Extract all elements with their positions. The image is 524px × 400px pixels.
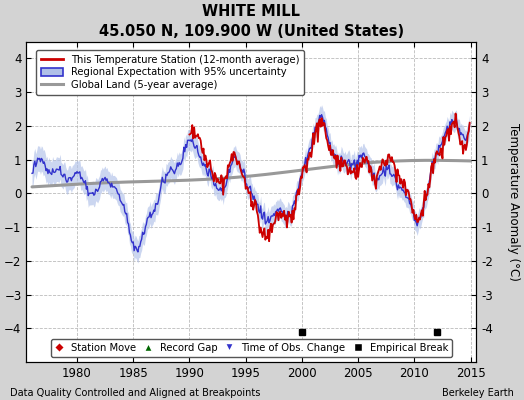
Y-axis label: Temperature Anomaly (°C): Temperature Anomaly (°C) xyxy=(507,123,520,281)
Text: Berkeley Earth: Berkeley Earth xyxy=(442,388,514,398)
Title: WHITE MILL
45.050 N, 109.900 W (United States): WHITE MILL 45.050 N, 109.900 W (United S… xyxy=(99,4,404,39)
Text: Data Quality Controlled and Aligned at Breakpoints: Data Quality Controlled and Aligned at B… xyxy=(10,388,261,398)
Legend: Station Move, Record Gap, Time of Obs. Change, Empirical Break: Station Move, Record Gap, Time of Obs. C… xyxy=(51,339,452,357)
